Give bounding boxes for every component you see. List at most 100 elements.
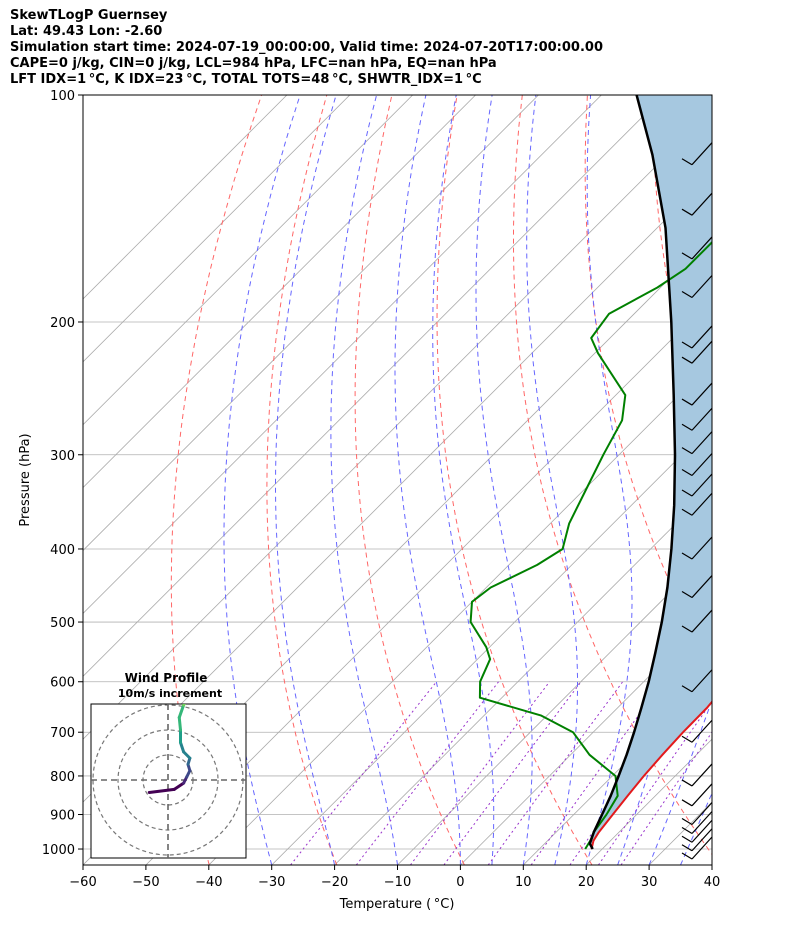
wind-barb-flag — [681, 818, 693, 826]
y-tick-label: 900 — [50, 809, 75, 824]
dry-adiabat-line — [718, 95, 794, 865]
wind-barb-flag — [681, 423, 693, 431]
dry-adiabat-line — [436, 95, 593, 865]
x-tick-label: 20 — [578, 875, 595, 890]
wind-barb — [681, 536, 713, 560]
wind-barb-shaft — [691, 802, 713, 825]
wind-barb-shaft — [691, 382, 713, 406]
wind-barb — [681, 669, 713, 693]
wind-barb-flag — [681, 625, 693, 633]
wind-barb — [681, 802, 713, 826]
x-axis: −60 −50 −40 −30 −20 −10 0 10 20 30 40 — [69, 865, 720, 890]
y-tick-label: 500 — [50, 616, 75, 631]
moist-adiabat-line — [475, 95, 533, 865]
temperature-line — [590, 700, 712, 850]
moist-adiabat-line — [432, 95, 495, 865]
isotherm-line — [83, 95, 539, 552]
mixing-ratio-line — [290, 681, 437, 865]
hodograph-trace — [177, 716, 182, 732]
isotherm-line — [271, 424, 712, 865]
wind-barb-shaft — [691, 719, 713, 743]
chart-title: SkewTLogP Guernsey — [10, 8, 168, 23]
isotherm-line — [83, 95, 413, 426]
dry-adiabat-line — [266, 95, 338, 865]
wind-barb — [681, 811, 713, 835]
wind-barb-flag — [681, 208, 693, 216]
wind-barb-flag — [681, 835, 693, 843]
wind-barb-shaft — [691, 575, 713, 598]
wind-barb — [681, 492, 713, 516]
wind-barb — [681, 453, 713, 477]
x-tick-label: −40 — [195, 875, 222, 890]
profile-lines — [469, 95, 712, 850]
wind-barb — [681, 407, 713, 431]
y-tick-label: 800 — [50, 770, 75, 785]
wind-barb-shaft — [691, 828, 713, 852]
wind-barb-shaft — [691, 811, 713, 834]
wind-barb-shaft — [691, 819, 713, 843]
x-tick-label: −60 — [69, 875, 96, 890]
isotherm-line — [460, 612, 712, 865]
x-tick-label: −30 — [258, 875, 285, 890]
wind-barb-flag — [681, 826, 693, 835]
wind-barb-flag — [681, 252, 693, 260]
wind-barb-shaft — [691, 431, 713, 455]
wind-barb-flag — [681, 799, 693, 807]
cape-shading — [590, 95, 712, 849]
wind-barb — [681, 340, 713, 364]
mixing-ratio-line — [355, 681, 499, 865]
hodograph-title: Wind Profile — [125, 671, 208, 685]
plot-frame — [82, 94, 713, 866]
wind-barb — [681, 719, 713, 743]
cape-area — [590, 95, 712, 849]
moist-adiabat-line — [275, 95, 337, 865]
wind-barb-flag — [681, 341, 693, 349]
isotherm-line — [145, 298, 712, 865]
dry-adiabat-line — [513, 95, 712, 856]
x-tick-label: 30 — [641, 875, 658, 890]
y-tick-label: 1000 — [42, 843, 75, 858]
wind-barb-flag — [681, 685, 693, 693]
wind-barb-shaft — [691, 536, 713, 560]
y-tick-label: 100 — [50, 89, 75, 104]
wind-barb-flag — [681, 290, 693, 298]
wind-barb-flag — [681, 489, 693, 497]
wind-barb-flag — [681, 356, 693, 364]
wind-barb — [681, 192, 713, 216]
wind-barb — [681, 828, 713, 852]
wind-barb-shaft — [691, 763, 713, 787]
y-tick-label: 400 — [50, 543, 75, 558]
wind-barb-flag — [681, 398, 693, 406]
hodograph-subtitle: 10m/s increment — [118, 687, 222, 700]
x-tick-label: −50 — [132, 875, 159, 890]
wind-barb-flag — [681, 591, 693, 599]
x-tick-label: −10 — [384, 875, 411, 890]
wind-barb-flag — [681, 852, 693, 860]
parcel-line — [588, 95, 677, 850]
wind-barb-flag — [681, 468, 693, 477]
wind-barb — [681, 325, 713, 349]
wind-barb-shaft — [691, 275, 713, 298]
isotherm-line — [83, 95, 476, 489]
dewpoint-line — [469, 240, 712, 850]
isotherm-line — [83, 95, 665, 677]
location-line: Lat: 49.43 Lon: -2.60 — [10, 24, 163, 39]
wind-barb-shaft — [691, 473, 713, 497]
wind-barb-shaft — [691, 142, 713, 166]
hodograph: Wind Profile 10m/s increment — [90, 671, 247, 859]
wind-barb-flag — [681, 508, 693, 516]
mixing-ratio-line — [597, 700, 712, 865]
isotherm-line — [397, 549, 712, 865]
hodograph-trace — [177, 704, 186, 719]
wind-barb — [681, 819, 713, 843]
hodograph-trace — [172, 781, 186, 791]
dry-adiabat-line — [783, 95, 794, 865]
x-tick-label: 10 — [515, 875, 532, 890]
moist-adiabat-line — [394, 95, 461, 865]
x-axis-label: Temperature ( °C) — [339, 897, 455, 912]
dry-adiabat-line — [354, 95, 465, 865]
wind-barb — [681, 142, 713, 166]
axes: −60 −50 −40 −30 −20 −10 0 10 20 30 40 1000 900 800 70… — [18, 89, 720, 912]
x-tick-label: 40 — [704, 875, 721, 890]
